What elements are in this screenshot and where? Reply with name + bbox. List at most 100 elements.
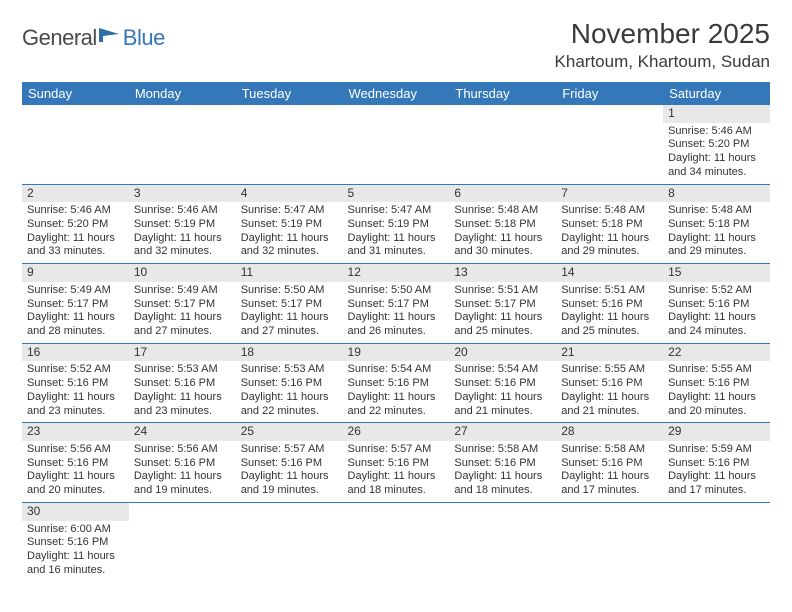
day-details: Sunrise: 5:46 AMSunset: 5:20 PMDaylight:… bbox=[22, 202, 129, 263]
day-details: Sunrise: 5:54 AMSunset: 5:16 PMDaylight:… bbox=[449, 361, 556, 422]
calendar-week-row: 16Sunrise: 5:52 AMSunset: 5:16 PMDayligh… bbox=[22, 343, 770, 423]
day-number: 27 bbox=[449, 423, 556, 441]
day-number: 7 bbox=[556, 185, 663, 203]
day-number: 1 bbox=[663, 105, 770, 123]
day-details: Sunrise: 5:47 AMSunset: 5:19 PMDaylight:… bbox=[236, 202, 343, 263]
day-number bbox=[236, 503, 343, 521]
day-details: Sunrise: 5:52 AMSunset: 5:16 PMDaylight:… bbox=[22, 361, 129, 422]
day-number bbox=[236, 105, 343, 123]
day-details: Sunrise: 5:55 AMSunset: 5:16 PMDaylight:… bbox=[556, 361, 663, 422]
day-details: Sunrise: 5:53 AMSunset: 5:16 PMDaylight:… bbox=[236, 361, 343, 422]
calendar-empty-cell bbox=[236, 105, 343, 184]
page-header: General Blue November 2025 Khartoum, Kha… bbox=[22, 18, 770, 72]
logo-text-blue: Blue bbox=[123, 25, 165, 51]
calendar-day-cell: 2Sunrise: 5:46 AMSunset: 5:20 PMDaylight… bbox=[22, 184, 129, 264]
day-details: Sunrise: 5:50 AMSunset: 5:17 PMDaylight:… bbox=[343, 282, 450, 343]
calendar-day-cell: 29Sunrise: 5:59 AMSunset: 5:16 PMDayligh… bbox=[663, 423, 770, 503]
calendar-day-cell: 24Sunrise: 5:56 AMSunset: 5:16 PMDayligh… bbox=[129, 423, 236, 503]
day-number: 18 bbox=[236, 344, 343, 362]
location-subtitle: Khartoum, Khartoum, Sudan bbox=[555, 52, 770, 72]
day-number: 3 bbox=[129, 185, 236, 203]
day-number bbox=[449, 105, 556, 123]
day-number: 17 bbox=[129, 344, 236, 362]
calendar-empty-cell bbox=[449, 502, 556, 581]
day-number: 2 bbox=[22, 185, 129, 203]
calendar-table: SundayMondayTuesdayWednesdayThursdayFrid… bbox=[22, 82, 770, 582]
day-details: Sunrise: 5:56 AMSunset: 5:16 PMDaylight:… bbox=[22, 441, 129, 502]
calendar-day-cell: 22Sunrise: 5:55 AMSunset: 5:16 PMDayligh… bbox=[663, 343, 770, 423]
calendar-day-cell: 23Sunrise: 5:56 AMSunset: 5:16 PMDayligh… bbox=[22, 423, 129, 503]
weekday-header: Thursday bbox=[449, 82, 556, 105]
day-number: 21 bbox=[556, 344, 663, 362]
day-details: Sunrise: 5:51 AMSunset: 5:17 PMDaylight:… bbox=[449, 282, 556, 343]
day-number: 11 bbox=[236, 264, 343, 282]
calendar-day-cell: 14Sunrise: 5:51 AMSunset: 5:16 PMDayligh… bbox=[556, 264, 663, 344]
day-details: Sunrise: 5:52 AMSunset: 5:16 PMDaylight:… bbox=[663, 282, 770, 343]
day-details: Sunrise: 5:49 AMSunset: 5:17 PMDaylight:… bbox=[129, 282, 236, 343]
day-number: 14 bbox=[556, 264, 663, 282]
day-number: 16 bbox=[22, 344, 129, 362]
day-details: Sunrise: 5:59 AMSunset: 5:16 PMDaylight:… bbox=[663, 441, 770, 502]
calendar-day-cell: 12Sunrise: 5:50 AMSunset: 5:17 PMDayligh… bbox=[343, 264, 450, 344]
day-details: Sunrise: 5:47 AMSunset: 5:19 PMDaylight:… bbox=[343, 202, 450, 263]
calendar-day-cell: 1Sunrise: 5:46 AMSunset: 5:20 PMDaylight… bbox=[663, 105, 770, 184]
day-details: Sunrise: 5:55 AMSunset: 5:16 PMDaylight:… bbox=[663, 361, 770, 422]
day-number: 8 bbox=[663, 185, 770, 203]
weekday-header: Tuesday bbox=[236, 82, 343, 105]
calendar-day-cell: 28Sunrise: 5:58 AMSunset: 5:16 PMDayligh… bbox=[556, 423, 663, 503]
calendar-day-cell: 30Sunrise: 6:00 AMSunset: 5:16 PMDayligh… bbox=[22, 502, 129, 581]
day-details: Sunrise: 6:00 AMSunset: 5:16 PMDaylight:… bbox=[22, 521, 129, 582]
calendar-day-cell: 18Sunrise: 5:53 AMSunset: 5:16 PMDayligh… bbox=[236, 343, 343, 423]
calendar-empty-cell bbox=[556, 105, 663, 184]
calendar-week-row: 9Sunrise: 5:49 AMSunset: 5:17 PMDaylight… bbox=[22, 264, 770, 344]
day-number bbox=[343, 503, 450, 521]
day-number: 23 bbox=[22, 423, 129, 441]
day-number bbox=[449, 503, 556, 521]
calendar-empty-cell bbox=[449, 105, 556, 184]
calendar-week-row: 1Sunrise: 5:46 AMSunset: 5:20 PMDaylight… bbox=[22, 105, 770, 184]
calendar-day-cell: 4Sunrise: 5:47 AMSunset: 5:19 PMDaylight… bbox=[236, 184, 343, 264]
weekday-header: Wednesday bbox=[343, 82, 450, 105]
calendar-day-cell: 15Sunrise: 5:52 AMSunset: 5:16 PMDayligh… bbox=[663, 264, 770, 344]
calendar-day-cell: 13Sunrise: 5:51 AMSunset: 5:17 PMDayligh… bbox=[449, 264, 556, 344]
day-details: Sunrise: 5:50 AMSunset: 5:17 PMDaylight:… bbox=[236, 282, 343, 343]
day-details: Sunrise: 5:48 AMSunset: 5:18 PMDaylight:… bbox=[449, 202, 556, 263]
calendar-empty-cell bbox=[663, 502, 770, 581]
day-number: 12 bbox=[343, 264, 450, 282]
weekday-header: Saturday bbox=[663, 82, 770, 105]
day-number: 6 bbox=[449, 185, 556, 203]
logo-text-main: General bbox=[22, 25, 97, 51]
day-details: Sunrise: 5:57 AMSunset: 5:16 PMDaylight:… bbox=[236, 441, 343, 502]
day-details: Sunrise: 5:54 AMSunset: 5:16 PMDaylight:… bbox=[343, 361, 450, 422]
day-details: Sunrise: 5:57 AMSunset: 5:16 PMDaylight:… bbox=[343, 441, 450, 502]
day-details: Sunrise: 5:49 AMSunset: 5:17 PMDaylight:… bbox=[22, 282, 129, 343]
day-number: 9 bbox=[22, 264, 129, 282]
day-number: 20 bbox=[449, 344, 556, 362]
weekday-header: Sunday bbox=[22, 82, 129, 105]
calendar-day-cell: 27Sunrise: 5:58 AMSunset: 5:16 PMDayligh… bbox=[449, 423, 556, 503]
day-number bbox=[129, 503, 236, 521]
calendar-day-cell: 26Sunrise: 5:57 AMSunset: 5:16 PMDayligh… bbox=[343, 423, 450, 503]
calendar-header-row: SundayMondayTuesdayWednesdayThursdayFrid… bbox=[22, 82, 770, 105]
day-number: 25 bbox=[236, 423, 343, 441]
calendar-day-cell: 5Sunrise: 5:47 AMSunset: 5:19 PMDaylight… bbox=[343, 184, 450, 264]
calendar-page: General Blue November 2025 Khartoum, Kha… bbox=[0, 0, 792, 600]
logo: General Blue bbox=[22, 18, 165, 51]
day-details: Sunrise: 5:58 AMSunset: 5:16 PMDaylight:… bbox=[556, 441, 663, 502]
weekday-header: Monday bbox=[129, 82, 236, 105]
day-number bbox=[22, 105, 129, 123]
calendar-empty-cell bbox=[556, 502, 663, 581]
title-block: November 2025 Khartoum, Khartoum, Sudan bbox=[555, 18, 770, 72]
calendar-empty-cell bbox=[343, 502, 450, 581]
day-number bbox=[556, 503, 663, 521]
calendar-week-row: 2Sunrise: 5:46 AMSunset: 5:20 PMDaylight… bbox=[22, 184, 770, 264]
day-number: 10 bbox=[129, 264, 236, 282]
day-number: 13 bbox=[449, 264, 556, 282]
day-number: 29 bbox=[663, 423, 770, 441]
day-number: 26 bbox=[343, 423, 450, 441]
flag-icon bbox=[97, 24, 123, 51]
calendar-empty-cell bbox=[343, 105, 450, 184]
calendar-day-cell: 8Sunrise: 5:48 AMSunset: 5:18 PMDaylight… bbox=[663, 184, 770, 264]
calendar-day-cell: 6Sunrise: 5:48 AMSunset: 5:18 PMDaylight… bbox=[449, 184, 556, 264]
day-details: Sunrise: 5:53 AMSunset: 5:16 PMDaylight:… bbox=[129, 361, 236, 422]
